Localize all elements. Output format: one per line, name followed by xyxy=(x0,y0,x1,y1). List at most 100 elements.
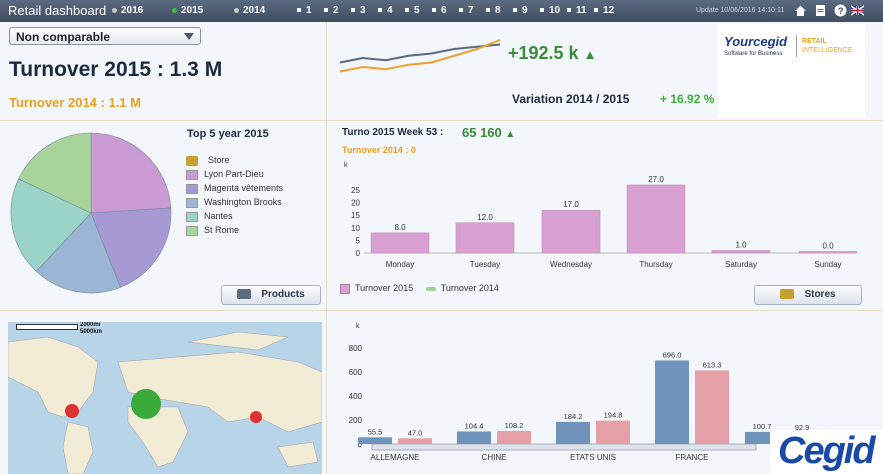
sparkline-2015 xyxy=(339,43,501,64)
month-filter-11[interactable]: 11 xyxy=(567,5,587,16)
language-flag-icon[interactable] xyxy=(851,4,864,17)
month-filter-6[interactable]: 6 xyxy=(432,5,447,16)
bar-tuesday xyxy=(455,222,515,254)
month-filter-4[interactable]: 4 xyxy=(378,5,393,16)
x-tick-label: Tuesday xyxy=(470,260,500,269)
app-title: Retail dashboard xyxy=(8,3,107,18)
divider xyxy=(0,120,883,121)
chevron-down-icon xyxy=(184,33,194,40)
month-filter-1[interactable]: 1 xyxy=(297,5,312,16)
year-dot-icon xyxy=(112,7,117,13)
turnover-2014: Turnover 2014 : 1.1 M xyxy=(9,95,141,110)
up-arrow-icon: ▲ xyxy=(583,47,597,62)
bar-saturday xyxy=(711,250,771,254)
bar-value-label: 12.0 xyxy=(477,213,493,222)
month-square-icon xyxy=(405,8,409,13)
month-square-icon xyxy=(378,8,382,13)
x-tick-label: FRANCE xyxy=(676,453,709,462)
divider xyxy=(326,22,327,474)
x-tick-label: Thursday xyxy=(639,260,672,269)
y-tick-label: 0 xyxy=(358,440,363,449)
bar-value-label: 47.0 xyxy=(408,428,423,437)
bar-etats-unis-series1 xyxy=(556,421,590,444)
legend-swatch xyxy=(186,169,198,180)
legend-item[interactable]: St Rome xyxy=(186,225,239,236)
bar-value-label: 1.0 xyxy=(735,240,747,249)
year-dot-icon xyxy=(172,7,177,13)
bar-value-label: 0.0 xyxy=(822,242,834,251)
legend-swatch-2014 xyxy=(425,286,436,291)
x-axis-band xyxy=(371,443,757,451)
delta-value: +192.5 k ▲ xyxy=(508,43,597,63)
bar-value-label: 92.9 xyxy=(795,423,810,432)
year-2016-filter[interactable]: 2016 xyxy=(112,5,143,16)
bar-value-label: 17.0 xyxy=(563,200,579,209)
month-filter-3[interactable]: 3 xyxy=(351,5,366,16)
month-square-icon xyxy=(351,8,355,13)
bar-value-label: 8.0 xyxy=(394,223,406,232)
map-marker-china[interactable] xyxy=(250,411,262,423)
week-value: 65 160 ▲ xyxy=(462,125,516,140)
y-tick-label: 400 xyxy=(349,392,363,401)
pie-slice-1 xyxy=(90,132,172,214)
month-filter-5[interactable]: 5 xyxy=(405,5,420,16)
pie-slice-5 xyxy=(18,132,92,214)
map-marker-france[interactable] xyxy=(131,389,161,419)
month-filter-7[interactable]: 7 xyxy=(459,5,474,16)
bar-thursday xyxy=(626,184,686,254)
month-filter-12[interactable]: 12 xyxy=(594,5,614,16)
update-timestamp: Update 10/06/2016 14:10:11 xyxy=(696,7,785,14)
month-square-icon xyxy=(513,8,517,13)
legend-swatch-2015 xyxy=(340,283,350,294)
world-map-graphic xyxy=(8,331,322,474)
year-2015-filter[interactable]: 2015 xyxy=(172,5,203,16)
x-tick-label: ETATS UNIS xyxy=(570,453,616,462)
top5-title: Top 5 year 2015 xyxy=(187,128,269,140)
bar-value-label: 613.3 xyxy=(703,360,722,369)
turnover-2015: Turnover 2015 : 1.3 M xyxy=(9,58,223,81)
month-filter-2[interactable]: 2 xyxy=(324,5,339,16)
month-square-icon xyxy=(324,8,328,13)
month-filter-9[interactable]: 9 xyxy=(513,5,528,16)
weekly-bar-chart: k 0 5 10 15 20 25 8.0 Monday 12.0 Tuesday 17.0 Wedn… xyxy=(344,162,858,269)
map-scale-bar xyxy=(16,324,78,330)
y-tick-label: 800 xyxy=(349,344,363,353)
x-tick-label: Wednesday xyxy=(550,260,592,269)
y-tick-label: 200 xyxy=(349,416,363,425)
help-icon[interactable]: ? xyxy=(834,4,847,17)
legend-item[interactable]: Magenta vêtements xyxy=(186,183,283,194)
stores-button[interactable]: Stores xyxy=(754,285,862,305)
variation-value: + 16.92 % xyxy=(660,92,715,106)
bar-france-series1 xyxy=(655,360,689,444)
month-square-icon xyxy=(459,8,463,13)
world-map[interactable]: 2000mi 5000km xyxy=(8,322,322,474)
month-square-icon xyxy=(540,8,544,13)
month-square-icon xyxy=(567,8,571,13)
products-button[interactable]: Products xyxy=(221,285,321,305)
home-icon[interactable] xyxy=(794,4,807,17)
legend-swatch xyxy=(186,197,198,208)
month-filter-8[interactable]: 8 xyxy=(486,5,501,16)
y-tick-label: 10 xyxy=(351,224,360,233)
cegid-logo: Cegid xyxy=(770,430,883,474)
x-tick-label: CHINE xyxy=(482,453,507,462)
bar-france-series2 xyxy=(695,370,729,444)
legend-item[interactable]: Washington Brooks xyxy=(186,197,282,208)
bar-value-label: 100.7 xyxy=(753,422,772,431)
legend-item[interactable]: Nantes xyxy=(186,211,233,222)
year-2014-filter[interactable]: 2014 xyxy=(234,5,265,16)
bar-value-label: 27.0 xyxy=(648,175,664,184)
y-tick-label: 600 xyxy=(349,368,363,377)
map-marker-usa[interactable] xyxy=(65,404,79,418)
month-filter-10[interactable]: 10 xyxy=(540,5,560,16)
comparison-dropdown[interactable]: Non comparable xyxy=(9,27,201,45)
bar-chine-series2 xyxy=(497,431,531,444)
bar-value-label: 108.2 xyxy=(505,421,524,430)
store-icon xyxy=(186,155,198,166)
week-sub: Turnover 2014 : 0 xyxy=(342,145,416,155)
legend-item[interactable]: Lyon Part-Dieu xyxy=(186,169,264,180)
pdf-icon[interactable] xyxy=(814,4,827,17)
bar-etats-unis-series2 xyxy=(596,420,630,444)
variation-label: Variation 2014 / 2015 xyxy=(512,92,630,106)
